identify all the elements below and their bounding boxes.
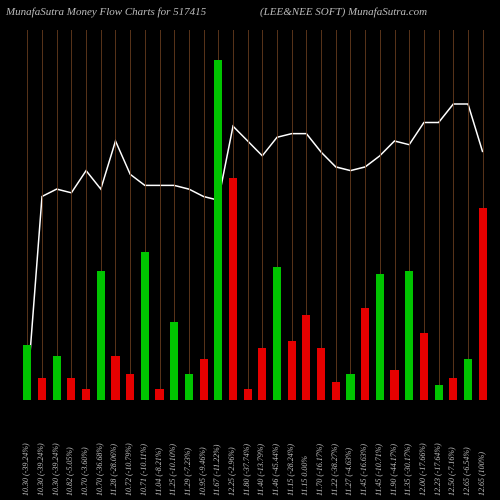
x-label: 10.70 (-3.60%): [80, 447, 89, 496]
x-label: 11.04 (-8.21%): [154, 448, 163, 496]
bar: [97, 271, 105, 401]
bar: [126, 374, 134, 400]
x-label: 12.23 (-17.64%): [433, 443, 442, 496]
x-label: 10.71 (-10.11%): [139, 444, 148, 496]
price-line: [27, 104, 482, 389]
bar: [390, 370, 398, 400]
bar: [214, 60, 222, 400]
grid-line: [453, 30, 454, 400]
x-label: 11.70 (-16.17%): [315, 444, 324, 496]
bar: [170, 322, 178, 400]
x-label: 11.90 (-44.17%): [389, 444, 398, 496]
x-label: 12.25 (-2.96%): [227, 447, 236, 496]
x-label: 11.80 (-37.74%): [242, 444, 251, 496]
x-axis-labels: 10.30 (-39.24%) 10.30 (-39.24%) 10.30 (-39…: [20, 400, 490, 500]
bar: [23, 345, 31, 401]
bar: [405, 271, 413, 401]
bar: [361, 308, 369, 401]
x-label: 10.82 (-5.05%): [65, 447, 74, 496]
bar: [141, 252, 149, 400]
bar: [200, 359, 208, 400]
bar: [479, 208, 487, 400]
x-label: 10.30 (-39.24%): [51, 443, 60, 496]
bar: [464, 359, 472, 400]
bar: [111, 356, 119, 400]
grid-line: [42, 30, 43, 400]
grid-line: [248, 30, 249, 400]
grid-line: [336, 30, 337, 400]
x-label: 11.22 (-38.27%): [330, 444, 339, 496]
x-label: 10.95 (-9.46%): [198, 447, 207, 496]
grid-line: [86, 30, 87, 400]
bar: [273, 267, 281, 400]
x-label: 10.70 (-36.68%): [95, 443, 104, 496]
bar: [332, 382, 340, 401]
bar: [420, 333, 428, 400]
grid-line: [262, 30, 263, 400]
x-label: 11.46 (-45.44%): [271, 444, 280, 496]
grid-line: [130, 30, 131, 400]
bar: [185, 374, 193, 400]
x-label: 11.15 (-28.24%): [286, 444, 295, 496]
header-right: (LEE&NEE SOFT) MunafaSutra.com: [260, 6, 427, 18]
grid-line: [321, 30, 322, 400]
x-label: 10.30 (-39.24%): [36, 443, 45, 496]
x-label: 12.00 (-17.66%): [418, 443, 427, 496]
grid-line: [189, 30, 190, 400]
bar: [317, 348, 325, 400]
grid-line: [468, 30, 469, 400]
x-label: 12.65 (100%): [477, 452, 486, 496]
bar: [67, 378, 75, 400]
bar: [229, 178, 237, 400]
x-label: 11.28 (-28.06%): [109, 444, 118, 496]
x-label: 11.45 (-10.71%): [374, 444, 383, 496]
x-label: 11.27 (-4.63%): [344, 448, 353, 496]
grid-line: [395, 30, 396, 400]
grid-line: [115, 30, 116, 400]
x-label: 11.67 (-11.22%): [212, 445, 221, 496]
x-label: 11.15 0.00%: [300, 456, 309, 496]
bar: [449, 378, 457, 400]
grid-line: [71, 30, 72, 400]
grid-line: [57, 30, 58, 400]
x-label: 11.35 (-30.17%): [403, 444, 412, 496]
chart-area: [20, 30, 490, 400]
bar: [346, 374, 354, 400]
x-label: 10.72 (-10.79%): [124, 443, 133, 496]
bar: [258, 348, 266, 400]
bar: [244, 389, 252, 400]
bar: [82, 389, 90, 400]
bar: [302, 315, 310, 400]
grid-line: [439, 30, 440, 400]
chart-header: MunafaSutra Money Flow Charts for 517415…: [0, 6, 500, 18]
x-label: 11.40 (-13.79%): [256, 444, 265, 496]
grid-line: [350, 30, 351, 400]
bar: [38, 378, 46, 400]
x-label: 11.25 (-10.10%): [168, 444, 177, 496]
x-label: 10.30 (-39.24%): [21, 443, 30, 496]
bar: [288, 341, 296, 400]
chart-container: MunafaSutra Money Flow Charts for 517415…: [0, 0, 500, 500]
grid-line: [160, 30, 161, 400]
bar: [53, 356, 61, 400]
x-label: 11.45 (-16.63%): [359, 444, 368, 496]
header-left: MunafaSutra Money Flow Charts for 517415: [6, 6, 206, 18]
bar: [435, 385, 443, 400]
bar: [376, 274, 384, 400]
bar: [155, 389, 163, 400]
grid-line: [204, 30, 205, 400]
x-label: 12.65 (-6.54%): [462, 447, 471, 496]
x-label: 12.50 (-7.16%): [447, 447, 456, 496]
x-label: 11.29 (-7.23%): [183, 448, 192, 496]
